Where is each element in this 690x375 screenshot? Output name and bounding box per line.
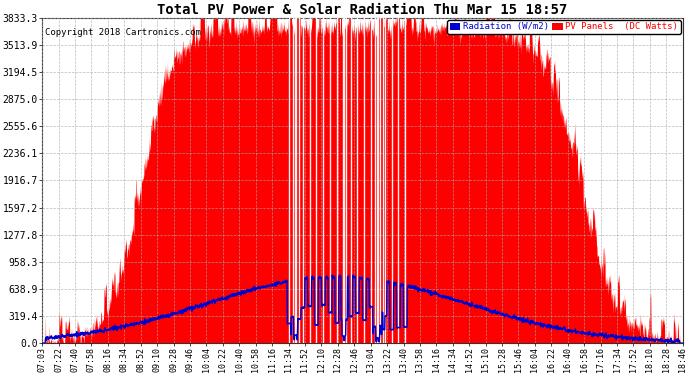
Title: Total PV Power & Solar Radiation Thu Mar 15 18:57: Total PV Power & Solar Radiation Thu Mar… — [157, 3, 568, 17]
Legend: Radiation (W/m2), PV Panels  (DC Watts): Radiation (W/m2), PV Panels (DC Watts) — [447, 20, 681, 34]
Text: Copyright 2018 Cartronics.com: Copyright 2018 Cartronics.com — [46, 28, 201, 37]
